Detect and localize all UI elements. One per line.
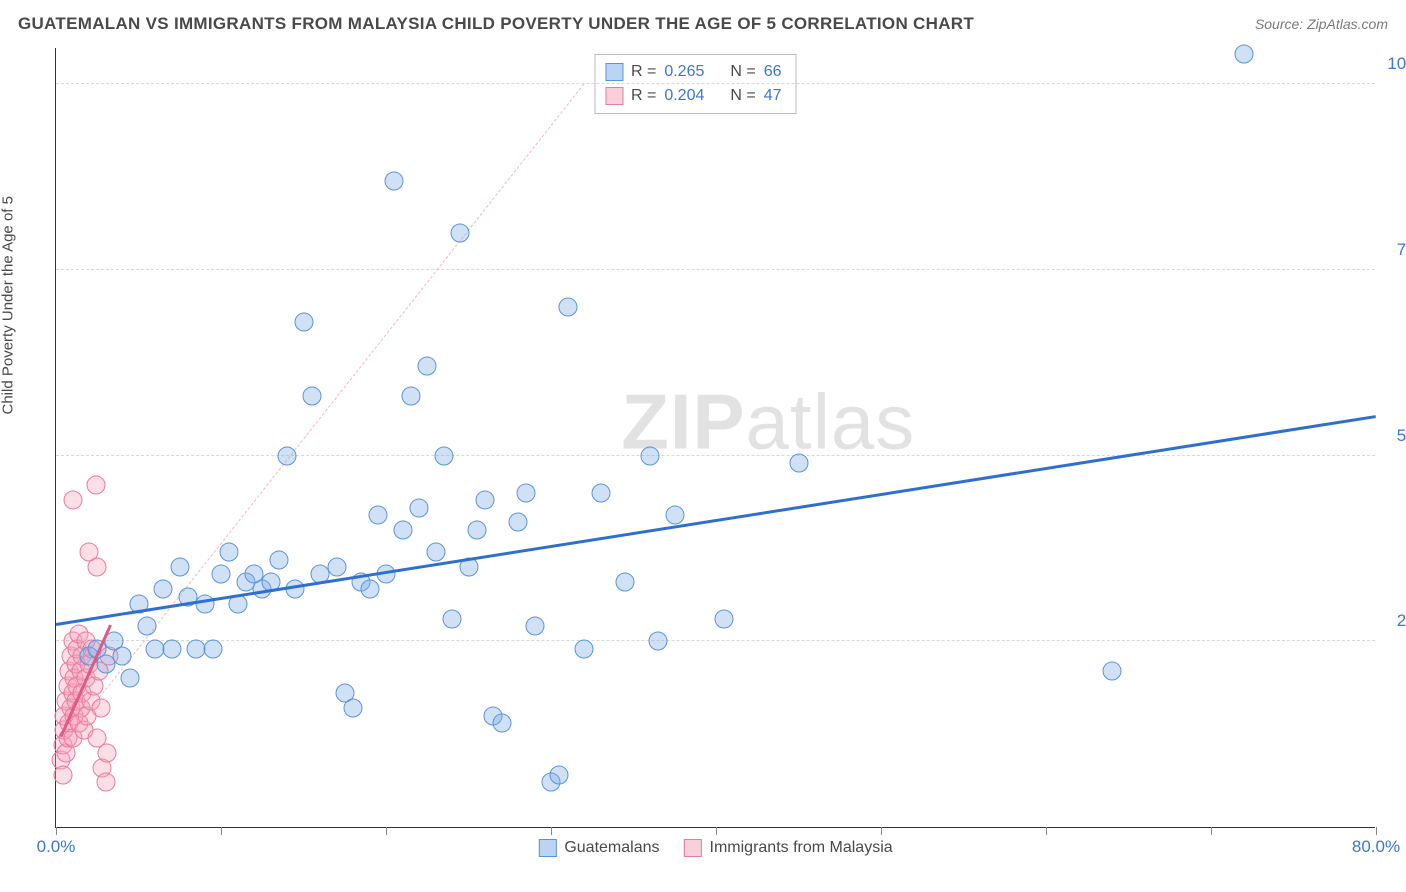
data-point (154, 580, 173, 599)
chart-title: GUATEMALAN VS IMMIGRANTS FROM MALAYSIA C… (18, 14, 974, 34)
data-point (401, 387, 420, 406)
y-axis-label: Child Poverty Under the Age of 5 (0, 196, 17, 414)
gridline-h (56, 269, 1375, 270)
swatch-pink-icon (684, 839, 702, 857)
data-point (467, 520, 486, 539)
data-point (220, 543, 239, 562)
x-tick (881, 827, 882, 835)
data-point (278, 446, 297, 465)
data-point (575, 639, 594, 658)
data-point (715, 610, 734, 629)
data-point (591, 483, 610, 502)
r-label: R = (631, 60, 656, 84)
x-tick (551, 827, 552, 835)
data-point (451, 223, 470, 242)
x-tick (1376, 827, 1377, 835)
data-point (641, 446, 660, 465)
y-tick-label: 75.0% (1385, 240, 1406, 260)
data-point (170, 558, 189, 577)
x-tick (1211, 827, 1212, 835)
legend-item-blue: Guatemalans (538, 839, 659, 857)
data-point (426, 543, 445, 562)
data-point (88, 558, 107, 577)
data-point (509, 513, 528, 532)
data-point (162, 639, 181, 658)
data-point (558, 298, 577, 317)
data-point (137, 617, 156, 636)
data-point (121, 669, 140, 688)
data-point (517, 483, 536, 502)
n-label: N = (730, 84, 755, 108)
x-tick (716, 827, 717, 835)
data-point (789, 454, 808, 473)
data-point (327, 558, 346, 577)
trend-line (56, 83, 585, 752)
gridline-h (56, 455, 1375, 456)
gridline-h (56, 83, 1375, 84)
trend-line (56, 415, 1376, 626)
data-point (550, 766, 569, 785)
n-label: N = (730, 60, 755, 84)
data-point (443, 610, 462, 629)
series-legend: Guatemalans Immigrants from Malaysia (538, 839, 892, 857)
data-point (434, 446, 453, 465)
n-value-pink: 47 (764, 84, 782, 108)
source-attribution: Source: ZipAtlas.com (1255, 16, 1388, 32)
r-value-pink: 0.204 (664, 84, 704, 108)
data-point (294, 312, 313, 331)
data-point (53, 766, 72, 785)
data-point (1103, 662, 1122, 681)
data-point (212, 565, 231, 584)
x-tick-label: 0.0% (37, 837, 76, 857)
data-point (385, 171, 404, 190)
correlation-row-pink: R = 0.204 N = 47 (605, 84, 782, 108)
data-point (525, 617, 544, 636)
x-tick (1046, 827, 1047, 835)
data-point (96, 773, 115, 792)
x-tick (221, 827, 222, 835)
data-point (269, 550, 288, 569)
data-point (410, 498, 429, 517)
correlation-row-blue: R = 0.265 N = 66 (605, 60, 782, 84)
legend-label-pink: Immigrants from Malaysia (710, 839, 893, 857)
data-point (368, 506, 387, 525)
data-point (476, 491, 495, 510)
swatch-blue-icon (605, 63, 623, 81)
watermark-atlas: atlas (746, 377, 916, 465)
data-point (418, 357, 437, 376)
data-point (91, 699, 110, 718)
data-point (86, 476, 105, 495)
x-tick (386, 827, 387, 835)
data-point (344, 699, 363, 718)
x-tick-label: 80.0% (1352, 837, 1400, 857)
x-tick (56, 827, 57, 835)
swatch-pink-icon (605, 87, 623, 105)
r-label: R = (631, 84, 656, 108)
y-tick-label: 50.0% (1385, 426, 1406, 446)
data-point (649, 632, 668, 651)
data-point (616, 572, 635, 591)
data-point (203, 639, 222, 658)
r-value-blue: 0.265 (664, 60, 704, 84)
gridline-h (56, 640, 1375, 641)
n-value-blue: 66 (764, 60, 782, 84)
legend-item-pink: Immigrants from Malaysia (684, 839, 893, 857)
scatter-plot-area: ZIPatlas R = 0.265 N = 66 R = 0.204 N = … (55, 48, 1375, 828)
data-point (360, 580, 379, 599)
chart-header: GUATEMALAN VS IMMIGRANTS FROM MALAYSIA C… (18, 14, 1388, 34)
y-tick-label: 100.0% (1385, 54, 1406, 74)
data-point (113, 647, 132, 666)
data-point (492, 714, 511, 733)
swatch-blue-icon (538, 839, 556, 857)
data-point (665, 506, 684, 525)
data-point (1235, 45, 1254, 64)
data-point (393, 520, 412, 539)
y-tick-label: 25.0% (1385, 611, 1406, 631)
data-point (98, 743, 117, 762)
data-point (63, 491, 82, 510)
legend-label-blue: Guatemalans (564, 839, 659, 857)
data-point (302, 387, 321, 406)
